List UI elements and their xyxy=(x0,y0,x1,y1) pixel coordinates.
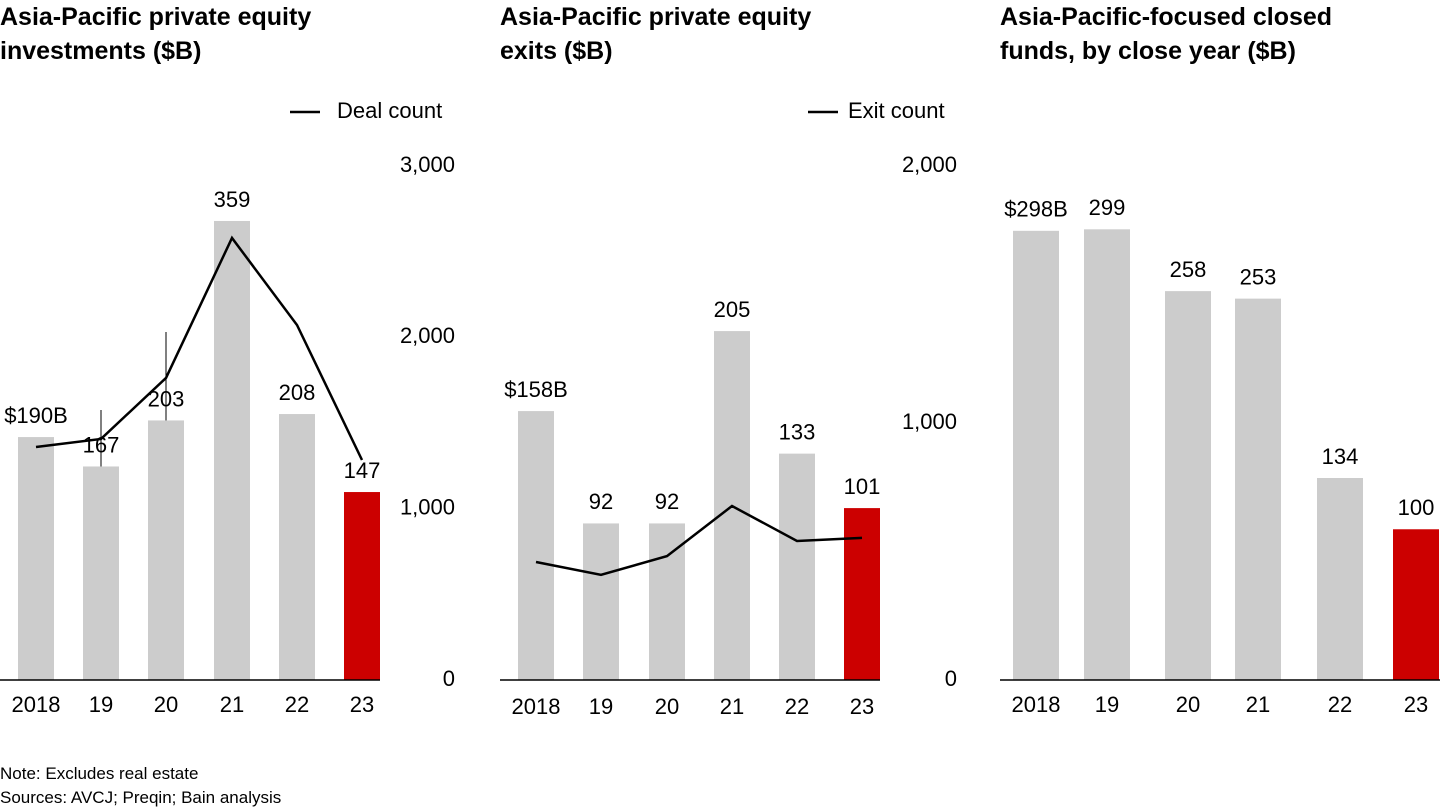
bar xyxy=(649,523,685,680)
value-label: 359 xyxy=(214,187,251,212)
sources: Sources: AVCJ; Preqin; Bain analysis xyxy=(0,788,281,807)
value-label: 253 xyxy=(1240,264,1277,289)
x-tick-label: 22 xyxy=(785,694,809,719)
chart-title: investments ($B) xyxy=(0,37,201,65)
chart-title: exits ($B) xyxy=(500,37,613,65)
bar xyxy=(1013,230,1059,680)
value-label: 101 xyxy=(844,474,881,499)
value-label: 134 xyxy=(1322,444,1359,469)
bar xyxy=(518,411,554,680)
line xyxy=(35,235,364,461)
y2-tick-label: 3,000 xyxy=(400,152,455,177)
chart-title: Asia-Pacific private equity xyxy=(500,3,811,31)
line xyxy=(535,504,863,577)
x-tick-label: 22 xyxy=(285,692,309,717)
bar xyxy=(148,420,184,680)
bar xyxy=(344,492,380,680)
legend-label: Deal count xyxy=(337,98,442,123)
x-tick-label: 21 xyxy=(1246,692,1270,717)
y2-tick-label: 2,000 xyxy=(902,152,957,177)
value-label: 92 xyxy=(655,489,679,514)
bar xyxy=(1235,298,1281,680)
legend-label: Exit count xyxy=(848,98,945,123)
note: Note: Excludes real estate xyxy=(0,764,198,783)
value-label: 167 xyxy=(83,432,120,457)
y2-tick-label: 1,000 xyxy=(400,494,455,519)
bar xyxy=(779,453,815,680)
value-label: 100 xyxy=(1398,495,1435,520)
value-label: 205 xyxy=(714,297,751,322)
y2-tick-label: 0 xyxy=(945,666,957,691)
value-label: 133 xyxy=(779,419,816,444)
value-label: 299 xyxy=(1089,195,1126,220)
chart-title: Asia-Pacific private equity xyxy=(0,3,311,31)
bar xyxy=(214,220,250,680)
x-tick-label: 21 xyxy=(220,692,244,717)
x-tick-label: 23 xyxy=(850,694,874,719)
bar xyxy=(83,466,119,680)
y2-tick-label: 2,000 xyxy=(400,323,455,348)
y2-tick-label: 0 xyxy=(443,666,455,691)
value-label: $298B xyxy=(1004,197,1068,222)
x-tick-label: 20 xyxy=(655,694,679,719)
x-tick-label: 22 xyxy=(1328,692,1352,717)
x-tick-label: 20 xyxy=(154,692,178,717)
bar xyxy=(1084,229,1130,680)
x-tick-label: 19 xyxy=(1095,692,1119,717)
x-tick-label: 20 xyxy=(1176,692,1200,717)
bar xyxy=(1165,291,1211,680)
x-tick-label: 19 xyxy=(89,692,113,717)
x-tick-label: 2018 xyxy=(1012,692,1061,717)
value-label: 92 xyxy=(589,489,613,514)
bar xyxy=(279,414,315,680)
y2-tick-label: 1,000 xyxy=(902,409,957,434)
chart-title: Asia-Pacific-focused closed xyxy=(1000,3,1332,31)
bar xyxy=(583,523,619,680)
bar xyxy=(1317,478,1363,680)
value-label: $158B xyxy=(504,377,568,402)
value-label: $190B xyxy=(4,403,68,428)
x-tick-label: 21 xyxy=(720,694,744,719)
x-tick-label: 23 xyxy=(1404,692,1428,717)
x-tick-label: 23 xyxy=(350,692,374,717)
x-tick-label: 2018 xyxy=(12,692,61,717)
x-tick-label: 2018 xyxy=(512,694,561,719)
bar xyxy=(18,437,54,680)
value-label: 208 xyxy=(279,380,316,405)
value-label: 147 xyxy=(344,458,381,483)
bar xyxy=(844,508,880,680)
chart-title: funds, by close year ($B) xyxy=(1000,37,1296,65)
x-tick-label: 19 xyxy=(589,694,613,719)
value-label: 258 xyxy=(1170,257,1207,282)
bar xyxy=(1393,529,1439,680)
